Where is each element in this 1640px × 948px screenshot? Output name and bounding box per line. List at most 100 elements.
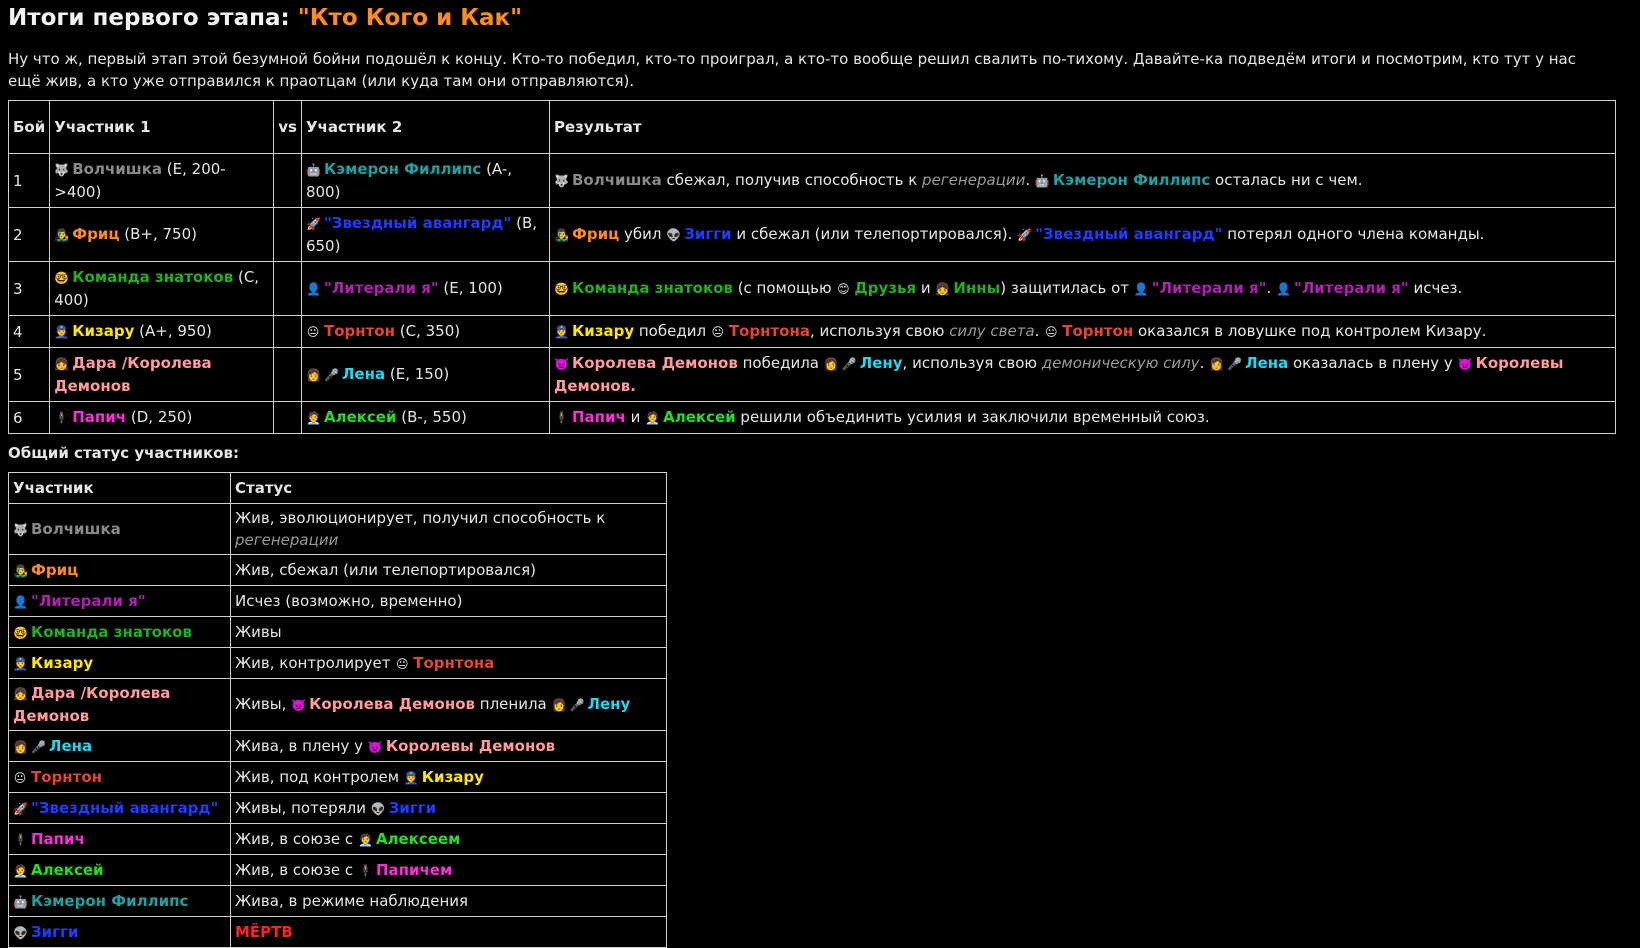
result-text: (с помощью xyxy=(732,279,837,297)
girl-icon: 👧 xyxy=(13,687,28,701)
battle-result: 🤓 Команда знатоков (с помощью 😊 Друзья и 👧… xyxy=(548,261,1617,316)
name-team: Команда знатоков xyxy=(571,279,733,297)
header-p1: Участник 1 xyxy=(49,100,275,154)
participant-cell: 👮 Кизару xyxy=(8,647,231,679)
office-worker-icon: 🧑‍💼 xyxy=(305,411,321,425)
status-row: 👮 Кизару Жив, контролирует 😐 Торнтона xyxy=(8,647,667,679)
name-thornton: Торнтон xyxy=(1062,322,1134,340)
battle-row: 4 👮 Кизару (A+, 950) 😐 Торнтон (C, 350) 👮 К… xyxy=(7,315,1617,348)
devil-icon: 👿 xyxy=(1457,357,1473,371)
status-row: 🚀 "Звездный авангард" Живы, потеряли 👽 Зиг… xyxy=(8,792,667,824)
name-papich: Папич xyxy=(31,829,85,848)
p1-stats: (B+, 750) xyxy=(119,225,197,243)
battle-p1: 👧 Дара /Королева Демонов xyxy=(49,347,275,402)
alien-icon: 👽 xyxy=(13,925,28,940)
status-emphasis: регенерации xyxy=(235,531,339,549)
battle-num: 3 xyxy=(7,261,51,316)
name-cameron: Кэмерон Филлипс xyxy=(1052,171,1211,189)
status-cell: Жив, в союзе с 🕴 Папичем xyxy=(230,854,667,886)
officer-icon: 👮 xyxy=(13,656,28,671)
battle-p1: 🤓 Команда знатоков (C, 400) xyxy=(49,261,275,316)
name-kizaru: Кизару xyxy=(421,767,484,786)
status-cell: Жива, в плену у 👿 Королевы Демонов xyxy=(230,730,667,762)
name-kizaru: Кизару xyxy=(571,322,635,340)
name-alexey: Алексей xyxy=(31,860,104,879)
header-result: Результат xyxy=(548,100,1617,154)
header-participant: Участник xyxy=(8,472,231,504)
participant-cell: 🚀 "Звездный авангард" xyxy=(8,792,231,824)
status-text: Жив, контролирует xyxy=(235,653,396,672)
name-thornton: Торнтон xyxy=(323,322,395,340)
name-papich: Папичем xyxy=(375,860,453,879)
name-cameron: Кэмерон Филлипс xyxy=(323,160,482,178)
name-kizaru: Кизару xyxy=(31,653,94,672)
header-status: Статус xyxy=(230,472,667,504)
status-row: 🤓 Команда знатоков Живы xyxy=(8,616,667,648)
status-row: 🧑‍💼 Алексей Жив, в союзе с 🕴 Папичем xyxy=(8,854,667,886)
battle-p1: 🐺 Волчишка (E, 200->400) xyxy=(49,153,275,208)
battle-vs xyxy=(273,347,302,402)
battles-table: Бой Участник 1 vs Участник 2 Результат 1… xyxy=(7,100,1617,434)
status-text: пленила xyxy=(475,695,552,713)
status-row: 👨‍🎤 Фриц Жив, сбежал (или телепортировалс… xyxy=(8,554,667,586)
name-literally: "Литерали я" xyxy=(1294,279,1409,297)
name-team: Команда знатоков xyxy=(72,268,234,286)
status-text: Живы, xyxy=(235,695,292,713)
p1-stats: (A+, 950) xyxy=(134,322,212,340)
wolf-icon: 🐺 xyxy=(553,174,569,188)
name-inna: Инны xyxy=(953,279,1001,297)
participant-cell: 🧑‍💼 Алексей xyxy=(8,854,231,886)
name-literally: "Литерали я" xyxy=(1151,279,1267,297)
status-text: Жив, в союзе с xyxy=(235,860,358,879)
nerd-icon: 🤓 xyxy=(13,625,28,640)
result-text: и сбежал (или телепортировался). xyxy=(731,225,1018,243)
result-text: и xyxy=(625,408,646,426)
status-row: 👽 Зигги МЁРТВ xyxy=(8,916,667,948)
p2-stats: (B, 650) xyxy=(305,214,538,255)
robot-icon: 🤖 xyxy=(13,894,28,909)
status-cell: Живы xyxy=(230,616,667,648)
status-text: Жива, в плену у xyxy=(235,736,368,755)
neutral-face-icon: 😐 xyxy=(1044,325,1058,339)
name-dara: Дара /Королева Демонов xyxy=(13,684,171,725)
participant-cell: 👨‍🎤 Фриц xyxy=(8,554,231,586)
result-text: и xyxy=(916,279,936,297)
participant-cell: 😐 Торнтон xyxy=(8,761,231,793)
result-text: потерял одного члена команды. xyxy=(1222,225,1485,243)
microphone-icon: 🎤 xyxy=(569,698,585,712)
result-text: , используя свою xyxy=(902,354,1042,372)
status-cell: Исчез (возможно, временно) xyxy=(230,585,667,617)
result-text: победила xyxy=(737,354,824,372)
woman-icon: 👩 xyxy=(305,368,321,382)
battle-row: 1 🐺 Волчишка (E, 200->400) 🤖 Кэмерон Филли… xyxy=(7,153,1617,208)
office-worker-icon: 🧑‍💼 xyxy=(357,832,373,847)
name-vanguard: "Звездный авангард" xyxy=(1035,225,1223,243)
suit-icon: 🕴 xyxy=(13,832,28,847)
name-papich: Папич xyxy=(72,408,127,426)
battle-result: 👮 Кизару победил 😐 Торнтона, используя сво… xyxy=(548,315,1617,348)
office-worker-icon: 🧑‍💼 xyxy=(645,411,661,425)
participant-cell: 👧 Дара /Королева Демонов xyxy=(8,678,231,731)
header-num: Бой xyxy=(7,100,51,154)
name-queen: Королевы Демонов xyxy=(385,736,556,755)
p2-stats: (E, 150) xyxy=(385,365,450,383)
header-vs: vs xyxy=(273,100,302,154)
rocket-icon: 🚀 xyxy=(1017,228,1033,242)
p2-stats: (B-, 550) xyxy=(396,408,467,426)
name-literally: "Литерали я" xyxy=(323,279,439,297)
result-text: ) защитилась от xyxy=(1000,279,1134,297)
participant-cell: 👽 Зигги xyxy=(8,916,231,948)
battle-vs xyxy=(273,261,302,316)
name-wolf: Волчишка xyxy=(31,519,121,538)
woman-icon: 👩 xyxy=(13,739,28,754)
name-queen: Королева Демонов xyxy=(309,695,476,713)
microphone-icon: 🎤 xyxy=(1227,357,1243,371)
battle-num: 1 xyxy=(7,153,51,208)
neutral-face-icon: 😐 xyxy=(711,325,725,339)
suit-icon: 🕴 xyxy=(553,411,569,425)
name-fritz: Фриц xyxy=(31,560,79,579)
title-prefix: Итоги первого этапа: xyxy=(8,5,298,31)
name-ziggy: Зигги xyxy=(684,225,732,243)
status-dead: МЁРТВ xyxy=(235,923,293,941)
status-cell: Жив, сбежал (или телепортировался) xyxy=(230,554,667,586)
